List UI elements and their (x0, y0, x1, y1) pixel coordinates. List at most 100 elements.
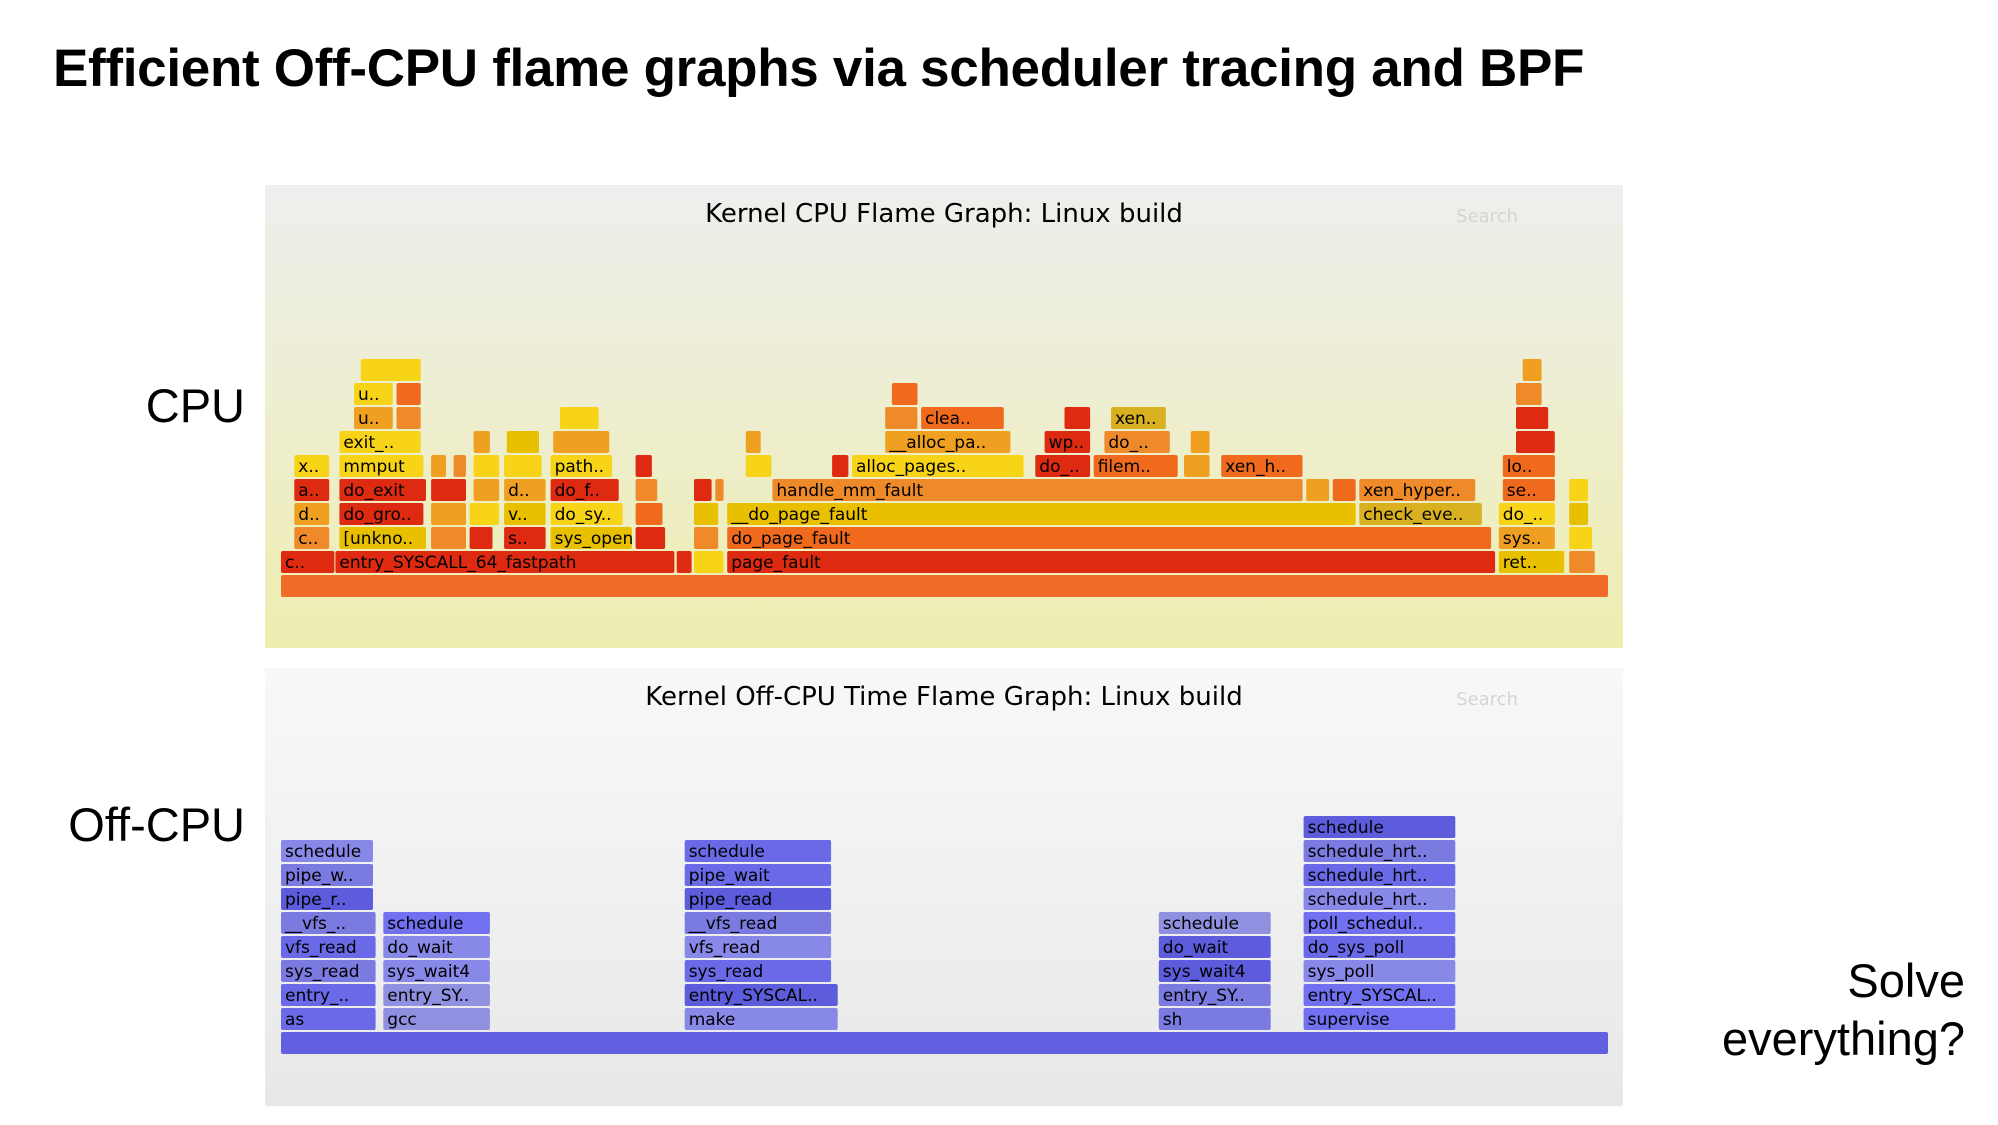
cpu-frame[interactable]: sys.. (1498, 527, 1555, 549)
cpu-frame[interactable]: v.. (504, 503, 546, 525)
cpu-frame[interactable]: page_fault (727, 551, 1496, 573)
offcpu-frame[interactable]: schedule_hrt.. (1303, 864, 1456, 886)
cpu-frame[interactable]: xen_h.. (1221, 455, 1303, 477)
offcpu-frame[interactable]: do_wait (383, 936, 490, 958)
offcpu-frame[interactable]: sys_wait4 (1158, 960, 1271, 982)
cpu-frame[interactable] (469, 503, 500, 525)
cpu-frame[interactable] (1190, 431, 1210, 453)
offcpu-frame[interactable]: poll_schedul.. (1303, 912, 1456, 934)
cpu-frame[interactable] (553, 431, 610, 453)
cpu-frame[interactable]: [unkno.. (339, 527, 426, 549)
cpu-frame[interactable] (1184, 455, 1210, 477)
offcpu-frame[interactable]: entry_SYSCAL.. (684, 984, 838, 1006)
offcpu-frame[interactable]: as (281, 1008, 376, 1030)
cpu-frame[interactable]: do_exit (339, 479, 426, 501)
cpu-frame[interactable]: entry_SYSCALL_64_fastpath (335, 551, 675, 573)
cpu-frame[interactable]: u.. (354, 383, 393, 405)
cpu-frame[interactable] (715, 479, 724, 501)
cpu-frame[interactable]: do_page_fault (727, 527, 1492, 549)
cpu-frame[interactable] (635, 527, 666, 549)
offcpu-frame[interactable]: schedule_hrt.. (1303, 888, 1456, 910)
offcpu-frame[interactable]: __vfs_read (684, 912, 832, 934)
cpu-frame[interactable]: sys_open (550, 527, 634, 549)
offcpu-frame[interactable]: do_sys_poll (1303, 936, 1456, 958)
offcpu-frame[interactable]: make (684, 1008, 838, 1030)
offcpu-frame[interactable]: schedule (1158, 912, 1271, 934)
cpu-frame[interactable] (1569, 527, 1593, 549)
offcpu-frame[interactable]: pipe_w.. (281, 864, 373, 886)
cpu-frame[interactable]: c.. (294, 527, 330, 549)
cpu-frame[interactable]: __alloc_pa.. (885, 431, 1011, 453)
cpu-frame[interactable] (635, 455, 652, 477)
cpu-frame[interactable] (453, 455, 466, 477)
cpu-frame[interactable]: xen.. (1111, 407, 1166, 429)
offcpu-frame[interactable]: pipe_read (684, 888, 832, 910)
cpu-frame[interactable]: do_.. (1498, 503, 1555, 525)
cpu-frame[interactable]: handle_mm_fault (772, 479, 1303, 501)
offcpu-frame[interactable]: sys_read (281, 960, 376, 982)
cpu-frame[interactable]: s.. (504, 527, 546, 549)
cpu-frame[interactable] (885, 407, 918, 429)
cpu-frame[interactable] (635, 479, 658, 501)
cpu-frame[interactable] (504, 455, 542, 477)
cpu-frame[interactable] (360, 359, 421, 381)
cpu-frame[interactable]: alloc_pages.. (852, 455, 1024, 477)
cpu-frame[interactable] (431, 455, 446, 477)
cpu-frame[interactable] (396, 383, 421, 405)
cpu-frame[interactable]: exit_.. (339, 431, 421, 453)
offcpu-frame[interactable]: vfs_read (281, 936, 376, 958)
cpu-frame[interactable] (1332, 479, 1356, 501)
cpu-frame[interactable]: d.. (294, 503, 330, 525)
offcpu-frame[interactable]: schedule (383, 912, 490, 934)
offcpu-frame[interactable]: pipe_wait (684, 864, 832, 886)
cpu-frame[interactable] (694, 551, 724, 573)
cpu-frame[interactable]: __do_page_fault (727, 503, 1356, 525)
cpu-frame[interactable] (469, 527, 493, 549)
cpu-frame[interactable]: u.. (354, 407, 393, 429)
cpu-frame[interactable] (676, 551, 692, 573)
cpu-frame[interactable]: mmput (339, 455, 424, 477)
cpu-frame[interactable]: do_sy.. (550, 503, 623, 525)
offcpu-frame[interactable]: __vfs_.. (281, 912, 376, 934)
offcpu-frame[interactable]: schedule (684, 840, 832, 862)
cpu-frame[interactable] (745, 455, 772, 477)
cpu-frame[interactable]: xen_hyper.. (1359, 479, 1476, 501)
cpu-frame[interactable] (694, 479, 712, 501)
cpu-frame[interactable] (1516, 383, 1542, 405)
offcpu-frame[interactable]: schedule_hrt.. (1303, 840, 1456, 862)
cpu-frame[interactable] (1569, 551, 1595, 573)
cpu-frame[interactable] (281, 575, 1608, 597)
cpu-frame[interactable] (694, 503, 719, 525)
offcpu-frame[interactable]: entry_SY.. (383, 984, 490, 1006)
offcpu-frame[interactable]: schedule (281, 840, 373, 862)
offcpu-frame[interactable]: entry_SY.. (1158, 984, 1271, 1006)
offcpu-frame[interactable]: entry_.. (281, 984, 376, 1006)
offcpu-frame[interactable]: vfs_read (684, 936, 832, 958)
offcpu-frame[interactable]: pipe_r.. (281, 888, 373, 910)
cpu-frame[interactable] (1306, 479, 1330, 501)
offcpu-frame[interactable] (281, 1032, 1608, 1054)
cpu-frame[interactable]: do_f.. (550, 479, 619, 501)
cpu-frame[interactable] (559, 407, 599, 429)
cpu-frame[interactable] (1522, 359, 1542, 381)
cpu-frame[interactable] (473, 479, 500, 501)
cpu-frame[interactable]: do_.. (1104, 431, 1170, 453)
cpu-frame[interactable] (396, 407, 421, 429)
cpu-frame[interactable]: d.. (504, 479, 546, 501)
cpu-frame[interactable] (431, 527, 466, 549)
cpu-frame[interactable]: clea.. (921, 407, 1004, 429)
offcpu-frame[interactable]: do_wait (1158, 936, 1271, 958)
cpu-frame[interactable] (832, 455, 849, 477)
cpu-frame[interactable] (431, 503, 466, 525)
offcpu-frame[interactable]: schedule (1303, 816, 1456, 838)
cpu-frame[interactable] (745, 431, 761, 453)
cpu-frame[interactable]: c.. (281, 551, 335, 573)
cpu-frame[interactable] (694, 527, 719, 549)
cpu-frame[interactable]: a.. (294, 479, 330, 501)
cpu-frame[interactable]: do_.. (1035, 455, 1091, 477)
cpu-frame[interactable]: wp.. (1044, 431, 1091, 453)
offcpu-frame[interactable]: entry_SYSCAL.. (1303, 984, 1456, 1006)
cpu-frame[interactable]: check_eve.. (1359, 503, 1482, 525)
cpu-frame[interactable] (891, 383, 918, 405)
cpu-frame[interactable] (431, 479, 466, 501)
